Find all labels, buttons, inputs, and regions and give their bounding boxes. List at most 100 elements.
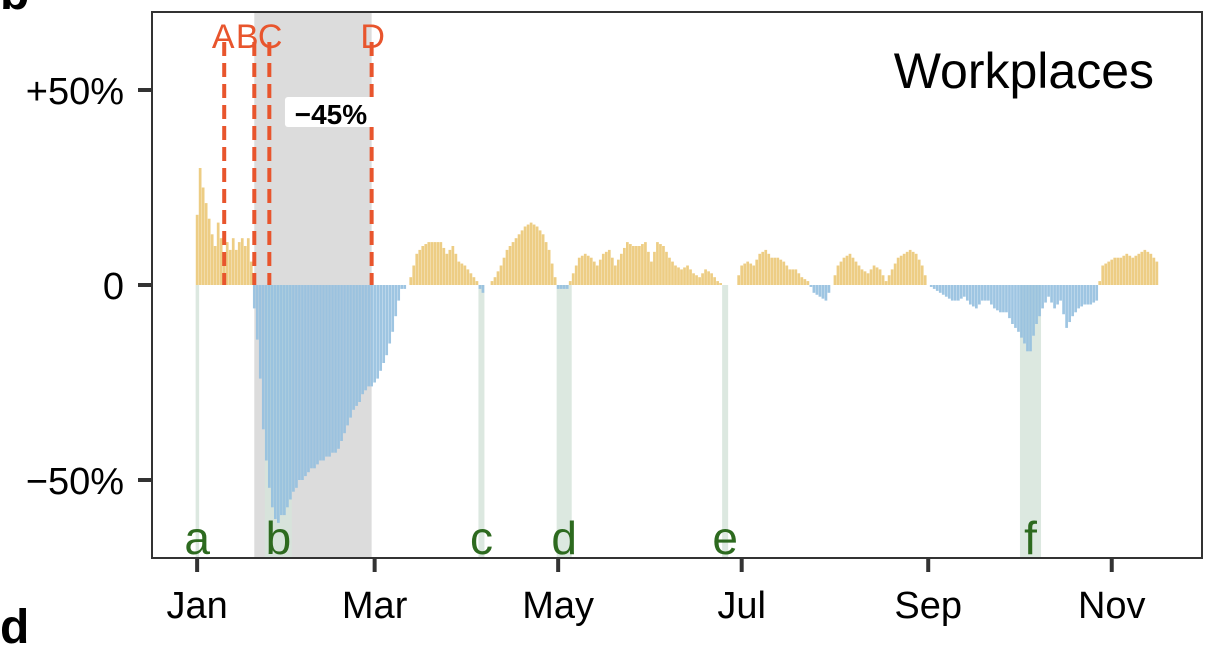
data-bar bbox=[255, 285, 259, 340]
data-bar bbox=[848, 253, 852, 285]
data-bar bbox=[959, 285, 963, 299]
data-bar bbox=[1077, 285, 1081, 309]
holiday-band-e bbox=[722, 285, 729, 557]
data-bar bbox=[999, 285, 1002, 313]
data-bar bbox=[662, 246, 665, 285]
data-bar bbox=[683, 267, 686, 285]
data-bar bbox=[836, 265, 840, 285]
data-bar bbox=[234, 249, 238, 285]
data-bar bbox=[595, 265, 599, 285]
data-bar bbox=[475, 281, 479, 285]
data-bar bbox=[460, 263, 464, 285]
data-bar bbox=[213, 246, 217, 285]
data-bar bbox=[198, 168, 202, 285]
data-bar bbox=[1140, 251, 1144, 285]
data-bar bbox=[692, 273, 695, 285]
data-bar bbox=[283, 285, 286, 516]
data-bar bbox=[746, 261, 750, 285]
data-bar bbox=[764, 249, 768, 285]
data-bar bbox=[932, 285, 936, 289]
data-bar bbox=[252, 285, 256, 309]
data-bar bbox=[316, 285, 319, 465]
data-bar bbox=[343, 285, 346, 434]
data-bar bbox=[349, 285, 352, 418]
data-bar bbox=[899, 255, 903, 285]
x-tick-label: May bbox=[522, 585, 594, 627]
data-bar bbox=[240, 238, 244, 285]
data-bar bbox=[610, 257, 614, 285]
data-bar bbox=[505, 249, 509, 285]
marker-label-B: B bbox=[236, 18, 257, 56]
event-markers bbox=[222, 42, 374, 285]
data-bar bbox=[261, 285, 265, 430]
data-bar bbox=[1107, 261, 1111, 285]
data-bar bbox=[1062, 285, 1065, 315]
data-bar bbox=[947, 285, 951, 299]
data-bar bbox=[776, 257, 780, 285]
data-bar bbox=[1074, 285, 1077, 313]
data-bar bbox=[644, 242, 647, 285]
workplaces-chart: A B C D −45% a b c d e f Workplaces +50% 0 −50% Jan Ma… bbox=[26, 11, 1203, 627]
data-bar bbox=[635, 246, 638, 285]
data-bar bbox=[818, 285, 822, 297]
data-bar bbox=[382, 285, 386, 363]
data-bar bbox=[1131, 257, 1135, 285]
data-bar bbox=[806, 281, 810, 285]
data-bar bbox=[207, 218, 211, 285]
data-bar bbox=[385, 285, 389, 356]
x-tick-label: Jan bbox=[166, 585, 227, 627]
data-bar bbox=[439, 242, 443, 285]
data-bar bbox=[304, 285, 307, 477]
data-bar bbox=[665, 251, 668, 285]
y-tick-label: −50% bbox=[26, 461, 124, 503]
data-bar bbox=[761, 251, 765, 285]
data-bar bbox=[863, 271, 867, 285]
data-bar bbox=[737, 275, 741, 285]
data-bar bbox=[785, 265, 789, 285]
data-bar bbox=[1098, 281, 1102, 285]
data-bar bbox=[749, 263, 753, 285]
annotation-labels: A B C D −45% a b c d e f bbox=[184, 18, 1037, 564]
data-bar bbox=[559, 285, 563, 289]
data-bar bbox=[1059, 285, 1062, 301]
data-bar bbox=[1086, 285, 1090, 305]
data-bar bbox=[210, 234, 214, 285]
data-bar bbox=[442, 247, 446, 285]
data-bar bbox=[310, 285, 313, 469]
data-bar bbox=[794, 269, 798, 285]
data-bar bbox=[580, 255, 584, 285]
data-bar bbox=[231, 238, 235, 285]
data-bar bbox=[1071, 285, 1074, 317]
data-bar bbox=[740, 265, 744, 285]
data-bar bbox=[803, 279, 807, 285]
data-bar bbox=[893, 263, 897, 285]
data-bar bbox=[878, 269, 882, 285]
data-bar bbox=[890, 269, 894, 285]
data-bar bbox=[544, 242, 548, 285]
data-bar bbox=[797, 273, 801, 285]
x-tick-label: Sep bbox=[894, 585, 962, 627]
data-bar bbox=[577, 257, 581, 285]
data-bar bbox=[887, 275, 891, 285]
data-bar bbox=[1035, 285, 1038, 324]
data-bar bbox=[472, 277, 476, 285]
data-bar bbox=[629, 244, 632, 285]
marker-label-A: A bbox=[212, 18, 235, 56]
data-bar bbox=[917, 259, 921, 285]
chart-title: Workplaces bbox=[894, 43, 1154, 99]
holiday-band-f bbox=[1019, 285, 1042, 557]
data-bar bbox=[1050, 285, 1053, 303]
data-bar bbox=[1104, 263, 1108, 285]
data-bar bbox=[361, 285, 364, 395]
data-bar bbox=[541, 234, 545, 285]
data-bar bbox=[1026, 285, 1029, 352]
data-bar bbox=[526, 224, 530, 285]
data-bar bbox=[1017, 285, 1020, 332]
data-bar bbox=[1005, 285, 1008, 313]
data-bar bbox=[237, 242, 241, 285]
data-bar bbox=[280, 285, 283, 516]
period-label-box bbox=[284, 97, 377, 127]
data-bar bbox=[1149, 253, 1153, 285]
data-bar bbox=[301, 285, 304, 480]
data-bar bbox=[331, 285, 334, 453]
